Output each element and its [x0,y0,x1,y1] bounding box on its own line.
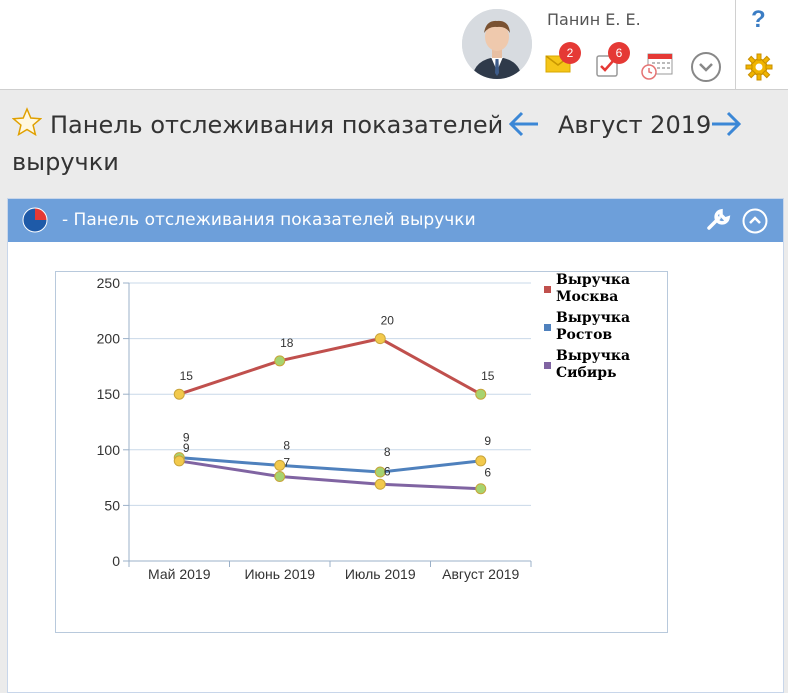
avatar[interactable] [462,9,532,79]
data-point[interactable] [173,388,185,400]
settings-button[interactable] [745,53,773,85]
x-tick-label: Июнь 2019 [244,566,315,582]
user-name[interactable]: Панин Е. Е. [547,10,641,29]
panel-collapse-button[interactable] [742,208,768,238]
legend-swatch [544,362,551,369]
y-tick-label: 50 [104,497,120,513]
legend-label: Выручка Москва [556,272,631,305]
data-point[interactable] [274,470,286,482]
help-button[interactable]: ? [751,6,766,33]
page-title: Панель отслеживания показателей выручки [11,107,512,179]
toolbar-separator [735,0,736,90]
data-point[interactable] [274,459,286,471]
messages-badge: 2 [559,42,581,64]
data-point[interactable] [475,455,487,467]
data-label: 9 [183,431,190,445]
panel-title: - Панель отслеживания показателей выручк… [62,210,476,230]
data-label: 20 [381,314,395,328]
data-point[interactable] [475,388,487,400]
data-label: 18 [280,336,294,350]
data-label: 8 [384,445,391,459]
y-tick-label: 200 [97,331,121,347]
chevron-down-icon [691,52,721,82]
next-period-button[interactable] [710,110,742,142]
y-tick-label: 150 [97,386,121,402]
wrench-icon [707,208,731,230]
calendar-button[interactable] [641,52,673,84]
user-photo-icon [462,9,532,79]
arrow-right-icon [712,111,742,137]
tasks-badge: 6 [608,42,630,64]
series-line [178,337,482,396]
pie-chart-icon [21,206,49,238]
chevron-up-icon [742,208,768,234]
data-label: 15 [180,369,194,383]
series-line [179,459,481,491]
data-point[interactable] [274,355,286,367]
legend-swatch [544,286,551,293]
panel-header: - Панель отслеживания показателей выручк… [8,199,783,242]
dashboard-panel: - Панель отслеживания показателей выручк… [7,198,784,693]
top-bar: Панин Е. Е. 2 6 ? [0,0,788,90]
chart-frame: 0 50 100 150 200 250 Май 2019 Июнь 2019 Июль 201… [55,271,668,633]
y-tick-label: 250 [97,275,121,291]
data-point[interactable] [374,478,386,490]
series-line [179,456,481,474]
x-tick-label: Май 2019 [148,566,211,582]
arrow-left-icon [508,111,538,137]
y-tick-label: 0 [112,553,120,569]
legend-label: Выручка Сибирь [556,348,631,381]
more-menu-button[interactable] [690,51,722,87]
y-tick-label: 100 [97,442,121,458]
data-point[interactable] [374,466,386,478]
gear-icon [745,53,773,81]
legend-label: Выручка Ростов [556,310,631,343]
data-label: 7 [283,455,290,469]
panel-settings-button[interactable] [706,207,732,237]
page-title-text: Панель отслеживания показателей выручки [12,111,504,176]
data-label: 8 [283,438,290,452]
data-point[interactable] [475,483,487,495]
data-label: 6 [384,464,391,478]
data-label: 9 [484,434,491,448]
revenue-line-chart: 0 50 100 150 200 250 Май 2019 Июнь 2019 Июль 201… [97,275,532,582]
x-tick-label: Август 2019 [442,566,519,582]
previous-period-button[interactable] [508,110,540,142]
calendar-clock-icon [641,53,673,80]
favorite-star-icon[interactable] [11,107,43,146]
data-point[interactable] [173,455,185,467]
data-label: 15 [481,369,495,383]
x-tick-label: Июль 2019 [345,566,416,582]
data-label: 9 [183,441,190,455]
data-label: 6 [484,466,491,480]
legend-swatch [544,324,551,331]
data-point[interactable] [374,333,386,345]
period-label: Август 2019 [558,111,712,139]
